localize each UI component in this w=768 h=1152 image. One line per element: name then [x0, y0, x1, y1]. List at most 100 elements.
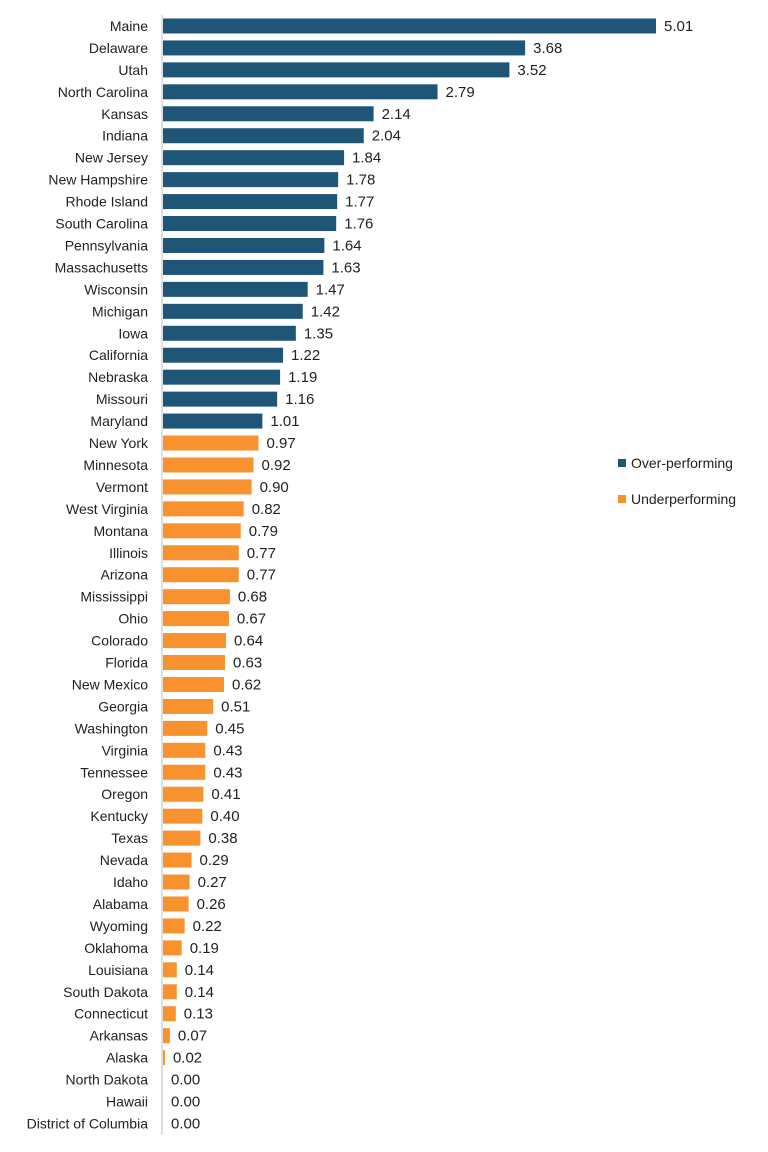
bar — [163, 369, 281, 385]
bar — [163, 1050, 165, 1066]
category-label: Colorado — [91, 633, 148, 649]
category-label: Delaware — [89, 40, 148, 56]
value-label: 0.00 — [171, 1072, 200, 1089]
category-label: Utah — [118, 62, 148, 78]
legend-swatch-under — [618, 495, 626, 503]
bar — [163, 413, 263, 429]
bar — [163, 106, 374, 122]
value-label: 0.22 — [193, 918, 222, 935]
value-label: 0.92 — [262, 457, 291, 474]
bar — [163, 216, 337, 232]
category-label: Florida — [105, 655, 148, 671]
category-label: South Dakota — [63, 984, 148, 1000]
bar — [163, 655, 225, 671]
value-label: 1.77 — [345, 194, 374, 211]
value-label: 0.82 — [252, 501, 281, 518]
value-label: 0.00 — [171, 1094, 200, 1111]
bar — [163, 391, 278, 407]
bar — [163, 281, 308, 297]
category-label: Arkansas — [90, 1028, 148, 1044]
category-label: Rhode Island — [65, 194, 148, 210]
bar — [163, 567, 239, 583]
value-label: 0.79 — [249, 523, 278, 540]
value-label: 1.78 — [346, 172, 375, 189]
bar — [163, 698, 214, 714]
category-label: Alabama — [93, 896, 148, 912]
value-label: 3.68 — [533, 40, 562, 57]
category-label: Mississippi — [80, 589, 148, 605]
bar — [163, 259, 324, 275]
bar — [163, 808, 203, 824]
category-label: Hawaii — [106, 1094, 148, 1110]
bar — [163, 676, 225, 692]
bar — [163, 830, 201, 846]
bar — [163, 742, 206, 758]
value-label: 0.43 — [213, 764, 242, 781]
value-label: 0.51 — [221, 698, 250, 715]
value-label: 0.02 — [173, 1050, 202, 1067]
category-label: New Jersey — [75, 150, 148, 166]
category-label: Iowa — [118, 325, 148, 341]
category-label: Louisiana — [88, 962, 148, 978]
bar — [163, 1006, 176, 1022]
category-label: Nevada — [100, 852, 148, 868]
bar — [163, 874, 190, 890]
value-label: 1.01 — [270, 413, 299, 430]
value-label: 1.35 — [304, 325, 333, 342]
bar — [163, 545, 239, 561]
labels-group: Maine 5.01 Delaware 3.68 Utah 3.52 North Carol… — [27, 18, 694, 1132]
value-label: 2.79 — [446, 84, 475, 101]
category-label: Missouri — [96, 391, 148, 407]
category-label: Idaho — [113, 874, 148, 890]
category-label: Washington — [75, 720, 148, 736]
category-label: Wyoming — [90, 918, 148, 934]
legend-swatch-over — [618, 459, 626, 467]
category-label: New Hampshire — [48, 172, 148, 188]
category-label: North Dakota — [66, 1072, 149, 1088]
category-label: Illinois — [109, 545, 148, 561]
value-label: 0.27 — [198, 874, 227, 891]
value-label: 0.43 — [213, 742, 242, 759]
category-label: Alaska — [106, 1050, 148, 1066]
category-label: Connecticut — [74, 1006, 148, 1022]
category-label: Pennsylvania — [65, 237, 148, 253]
bar — [163, 1028, 170, 1044]
value-label: 0.29 — [200, 852, 229, 869]
category-label: District of Columbia — [27, 1115, 149, 1131]
category-label: Texas — [111, 830, 148, 846]
legend-label-over: Over-performing — [631, 455, 733, 471]
bar — [163, 347, 284, 363]
value-label: 1.42 — [311, 303, 340, 320]
value-label: 0.77 — [247, 567, 276, 584]
bar — [163, 633, 226, 649]
value-label: 1.76 — [344, 216, 373, 233]
value-label: 1.64 — [332, 237, 361, 254]
value-label: 0.38 — [208, 830, 237, 847]
category-label: Michigan — [92, 303, 148, 319]
category-label: South Carolina — [55, 216, 148, 232]
value-label: 2.14 — [382, 106, 411, 123]
category-label: Nebraska — [88, 369, 148, 385]
bar — [163, 18, 656, 34]
bar — [163, 457, 254, 473]
category-label: North Carolina — [58, 84, 148, 100]
value-label: 0.77 — [247, 545, 276, 562]
category-label: West Virginia — [66, 501, 148, 517]
value-label: 0.13 — [184, 1006, 213, 1023]
value-label: 0.14 — [185, 984, 214, 1001]
bar — [163, 435, 259, 451]
category-label: Maryland — [90, 413, 148, 429]
value-label: 0.64 — [234, 633, 263, 650]
bar — [163, 150, 345, 166]
legend: Over-performing Underperforming — [618, 455, 736, 507]
category-label: Indiana — [102, 128, 148, 144]
bar — [163, 128, 364, 144]
value-label: 1.22 — [291, 347, 320, 364]
bar — [163, 501, 244, 517]
bar — [163, 764, 206, 780]
value-label: 3.52 — [517, 62, 546, 79]
value-label: 0.68 — [238, 589, 267, 606]
category-label: New York — [89, 435, 149, 451]
bar — [163, 303, 303, 319]
bar — [163, 786, 204, 802]
